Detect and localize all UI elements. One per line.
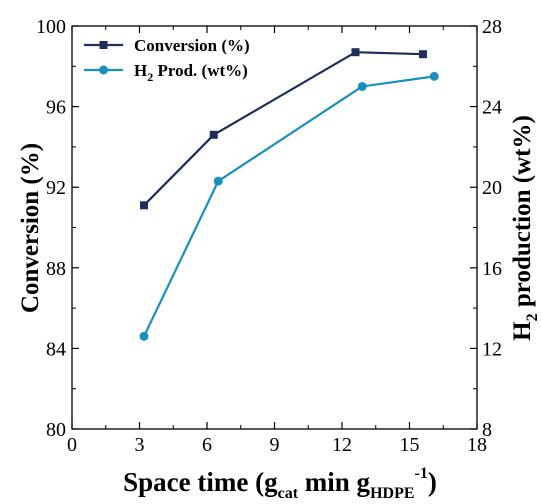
y-right-axis-title: H2 production (wt%) (509, 115, 541, 341)
legend-entry-conversion: Conversion (%) (84, 36, 250, 55)
legend: Conversion (%) H2 Prod. (wt%) (84, 36, 250, 84)
x-tick-label-12: 12 (332, 434, 352, 456)
y-left-tick-label-88: 88 (46, 258, 66, 280)
point-h2-prod-0 (139, 331, 149, 341)
x-tick-label-9: 9 (270, 434, 280, 456)
plot-frame (71, 25, 478, 430)
legend-label-h2-prod: H2 Prod. (wt%) (134, 61, 248, 84)
x-tick-label-18: 18 (467, 434, 487, 456)
x-tick-label-6: 6 (202, 434, 212, 456)
y-left-tick-label-96: 96 (46, 97, 66, 119)
x-tick-label-0: 0 (67, 434, 77, 456)
y-right-tick-label-28: 28 (482, 16, 502, 38)
y-left-tick-label-92: 92 (46, 177, 66, 199)
point-h2-prod-1 (213, 176, 223, 186)
point-conversion-3 (419, 50, 427, 59)
y-left-tick-label-100: 100 (36, 16, 66, 38)
x-axis-title: Space time (gcat min gHDPE-1) (123, 465, 437, 502)
point-conversion-0 (140, 201, 148, 210)
y-right-tick-label-20: 20 (482, 177, 502, 199)
y-right-tick-label-24: 24 (482, 97, 502, 119)
y-left-tick-label-80: 80 (46, 419, 66, 441)
y-right-tick-label-12: 12 (482, 338, 502, 360)
series-line-conversion (143, 51, 424, 207)
y-right-tick-label-16: 16 (482, 258, 502, 280)
y-left-tick-label-84: 84 (46, 338, 66, 360)
point-h2-prod-2 (357, 81, 367, 91)
legend-entry-h2-prod: H2 Prod. (wt%) (84, 61, 248, 84)
y-left-axis-title: Conversion (%) (17, 143, 44, 313)
point-h2-prod-3 (429, 71, 439, 81)
series-line-h2-prod (143, 75, 435, 337)
legend-label-conversion: Conversion (%) (134, 36, 250, 55)
x-tick-label-15: 15 (400, 434, 420, 456)
y-right-tick-label-8: 8 (482, 419, 492, 441)
point-conversion-1 (209, 130, 218, 139)
x-tick-label-3: 3 (135, 434, 145, 456)
point-conversion-2 (351, 48, 360, 57)
